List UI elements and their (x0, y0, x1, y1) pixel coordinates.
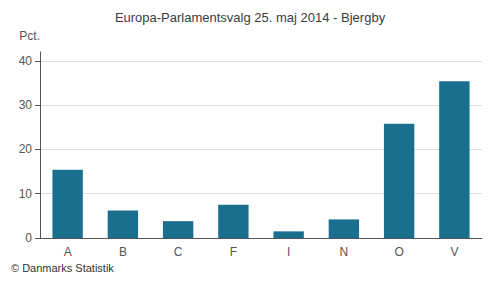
svg-text:10: 10 (19, 187, 33, 201)
svg-text:A: A (64, 245, 72, 259)
svg-text:40: 40 (19, 54, 33, 68)
svg-text:B: B (119, 245, 127, 259)
svg-text:Pct.: Pct. (19, 29, 40, 43)
svg-text:O: O (394, 245, 403, 259)
svg-text:0: 0 (25, 231, 32, 245)
svg-text:I: I (287, 245, 290, 259)
svg-text:C: C (174, 245, 183, 259)
svg-text:V: V (450, 245, 458, 259)
svg-text:N: N (340, 245, 349, 259)
svg-text:F: F (230, 245, 237, 259)
svg-text:20: 20 (19, 142, 33, 156)
svg-text:Europa-Parlamentsvalg 25. maj: Europa-Parlamentsvalg 25. maj 2014 - Bje… (115, 10, 386, 25)
svg-text:30: 30 (19, 98, 33, 112)
svg-text:© Danmarks Statistik: © Danmarks Statistik (11, 262, 114, 274)
